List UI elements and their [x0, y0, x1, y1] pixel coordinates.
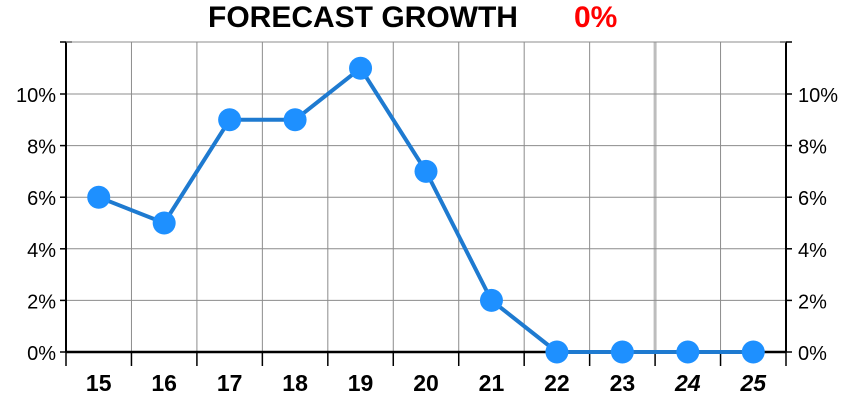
y-tick-label-left: 8% — [27, 137, 56, 159]
x-axis: 15 16 17 18 19 20 21 22 23 24 25 — [65, 352, 787, 396]
x-tick-label: 15 — [86, 370, 112, 396]
x-tick-label: 19 — [348, 370, 374, 396]
data-point — [414, 159, 438, 183]
y-tick-label-left: 2% — [27, 291, 56, 313]
y-tick-label-right: 2% — [798, 291, 827, 313]
y-tick-label-right: 6% — [798, 188, 827, 210]
x-tick-label: 17 — [217, 370, 243, 396]
y-axis-left: 0% 2% 4% 6% 8% 10% — [16, 85, 66, 365]
x-tick-label: 24 — [674, 370, 701, 396]
chart-title: FORECAST GROWTH — [208, 1, 518, 34]
data-point — [741, 340, 765, 364]
y-axis-right: 0% 2% 4% 6% 8% 10% — [786, 85, 838, 365]
x-tick-label: 21 — [479, 370, 505, 396]
forecast-growth-value: 0% — [574, 1, 618, 34]
grid — [66, 42, 786, 352]
x-tick-label: 22 — [544, 370, 570, 396]
data-point — [479, 288, 503, 312]
y-tick-label-left: 4% — [27, 240, 56, 262]
data-point — [610, 340, 634, 364]
x-tick-label: 25 — [739, 370, 767, 396]
chart-title-row: FORECAST GROWTH 0% — [0, 0, 848, 36]
y-tick-label-right: 8% — [798, 137, 827, 159]
y-tick-label-left: 0% — [27, 343, 56, 365]
y-tick-label-left: 10% — [16, 85, 56, 107]
x-tick-label: 23 — [610, 370, 636, 396]
data-point — [676, 340, 700, 364]
data-point — [283, 108, 307, 132]
y-tick-label-right: 0% — [798, 343, 827, 365]
data-point — [87, 185, 111, 209]
x-tick-label: 16 — [151, 370, 177, 396]
x-tick-label: 18 — [282, 370, 308, 396]
data-point — [152, 211, 176, 235]
x-tick-label: 20 — [413, 370, 439, 396]
data-point — [545, 340, 569, 364]
data-point — [218, 108, 242, 132]
y-tick-label-right: 4% — [798, 240, 827, 262]
y-tick-label-left: 6% — [27, 188, 56, 210]
series — [87, 56, 765, 364]
data-point — [349, 56, 373, 80]
y-tick-label-right: 10% — [798, 85, 838, 107]
